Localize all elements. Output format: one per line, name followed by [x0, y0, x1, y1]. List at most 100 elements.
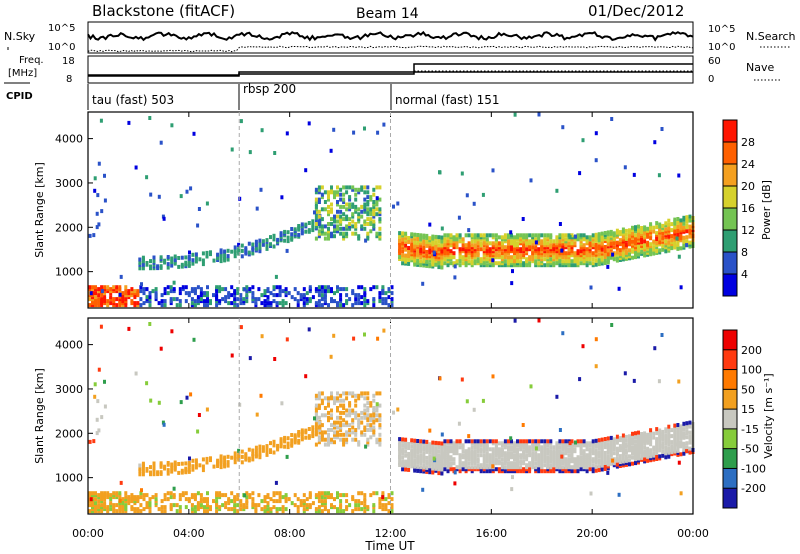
power-cell	[327, 209, 330, 214]
power-cell	[363, 219, 367, 224]
power-cell	[314, 222, 318, 226]
velocity-cell	[275, 507, 279, 512]
power-cell	[185, 189, 189, 194]
velocity-cell	[239, 503, 243, 508]
noise-search-label: N.Search	[746, 30, 796, 43]
power-cell	[245, 293, 249, 298]
velocity-cell	[345, 440, 349, 445]
power-cell	[320, 207, 324, 212]
power-cell	[494, 253, 498, 258]
power-cell	[513, 112, 517, 117]
power-cell	[537, 261, 541, 266]
power-cell	[145, 295, 149, 300]
power-cell	[216, 252, 220, 257]
velocity-cell	[453, 481, 457, 486]
power-cell	[115, 297, 119, 302]
velocity-cell	[676, 435, 680, 439]
velocity-cell	[449, 455, 453, 460]
velocity-cell	[485, 469, 489, 474]
velocity-cell	[272, 439, 276, 444]
velocity-cell	[594, 468, 598, 473]
velocity-cell	[345, 396, 349, 401]
velocity-cell	[354, 430, 358, 435]
power-cell	[224, 295, 228, 300]
velocity-cell	[233, 460, 237, 465]
power-cell	[345, 293, 349, 298]
power-cell	[519, 247, 523, 252]
power-cell	[363, 303, 367, 308]
velocity-cell	[223, 455, 227, 460]
velocity-cell	[410, 448, 414, 453]
power-cell	[384, 291, 388, 296]
velocity-cell	[375, 491, 379, 496]
velocity-cell	[378, 505, 382, 510]
velocity-cell	[342, 432, 346, 437]
velocity-cell	[327, 418, 330, 423]
power-cell	[260, 128, 264, 133]
velocity-cell	[354, 437, 358, 442]
power-cell	[682, 221, 686, 226]
power-cell	[479, 257, 483, 262]
velocity-cell	[216, 458, 220, 463]
velocity-cell	[317, 425, 321, 430]
power-cell	[313, 210, 316, 215]
velocity-cell	[597, 438, 601, 443]
power-cell	[378, 197, 382, 202]
power-cell	[311, 222, 315, 227]
power-cell	[537, 253, 541, 258]
power-cell	[118, 285, 122, 290]
power-cell	[381, 289, 385, 294]
power-cell	[685, 223, 689, 228]
velocity-cell	[244, 452, 248, 457]
power-cell	[272, 299, 276, 304]
power-cell	[327, 226, 330, 231]
power-cell	[314, 236, 318, 241]
velocity-cell	[215, 491, 219, 496]
power-cell	[243, 287, 247, 292]
power-cell	[497, 235, 501, 240]
velocity-cell	[269, 448, 272, 453]
velocity-cell	[272, 491, 276, 496]
power-cell	[160, 299, 164, 304]
power-cell	[472, 201, 476, 206]
velocity-cell	[317, 499, 321, 504]
velocity-cell	[649, 428, 653, 433]
power-cell	[224, 287, 228, 292]
noise-traces	[87, 30, 694, 53]
power-cell	[443, 237, 447, 242]
cpid-label: CPID	[6, 91, 33, 102]
power-cell	[94, 291, 97, 296]
power-cell	[357, 236, 361, 241]
power-cell	[525, 233, 529, 238]
velocity-cell	[115, 491, 119, 496]
power-cell	[345, 287, 349, 292]
power-cell	[384, 297, 388, 302]
velocity-cell	[609, 435, 613, 440]
velocity-cell	[97, 493, 101, 498]
power-cell	[320, 229, 324, 234]
velocity-cell	[589, 491, 593, 496]
power-cell	[567, 253, 571, 258]
velocity-cell	[360, 501, 364, 506]
time-tick-label-4: 16:00	[475, 527, 507, 540]
power-cell	[591, 261, 595, 266]
power-cell	[159, 264, 163, 269]
power-cell	[372, 212, 376, 217]
velocity-cell	[534, 446, 538, 451]
velocity-cell	[677, 460, 681, 465]
power-cell	[401, 261, 405, 266]
power-cell	[510, 255, 513, 260]
power-cell	[314, 209, 318, 214]
velocity-cell	[345, 423, 349, 428]
velocity-cell	[534, 465, 538, 470]
velocity-cell	[509, 436, 513, 441]
velocity-cell	[293, 433, 297, 438]
velocity-cell	[390, 497, 394, 502]
power-cell	[369, 217, 373, 222]
velocity-cell	[302, 507, 306, 512]
velocity-cell	[263, 509, 267, 514]
velocity-cell	[141, 472, 145, 477]
velocity-cell	[251, 457, 255, 462]
power-cell	[327, 192, 330, 197]
velocity-cell	[387, 501, 391, 506]
